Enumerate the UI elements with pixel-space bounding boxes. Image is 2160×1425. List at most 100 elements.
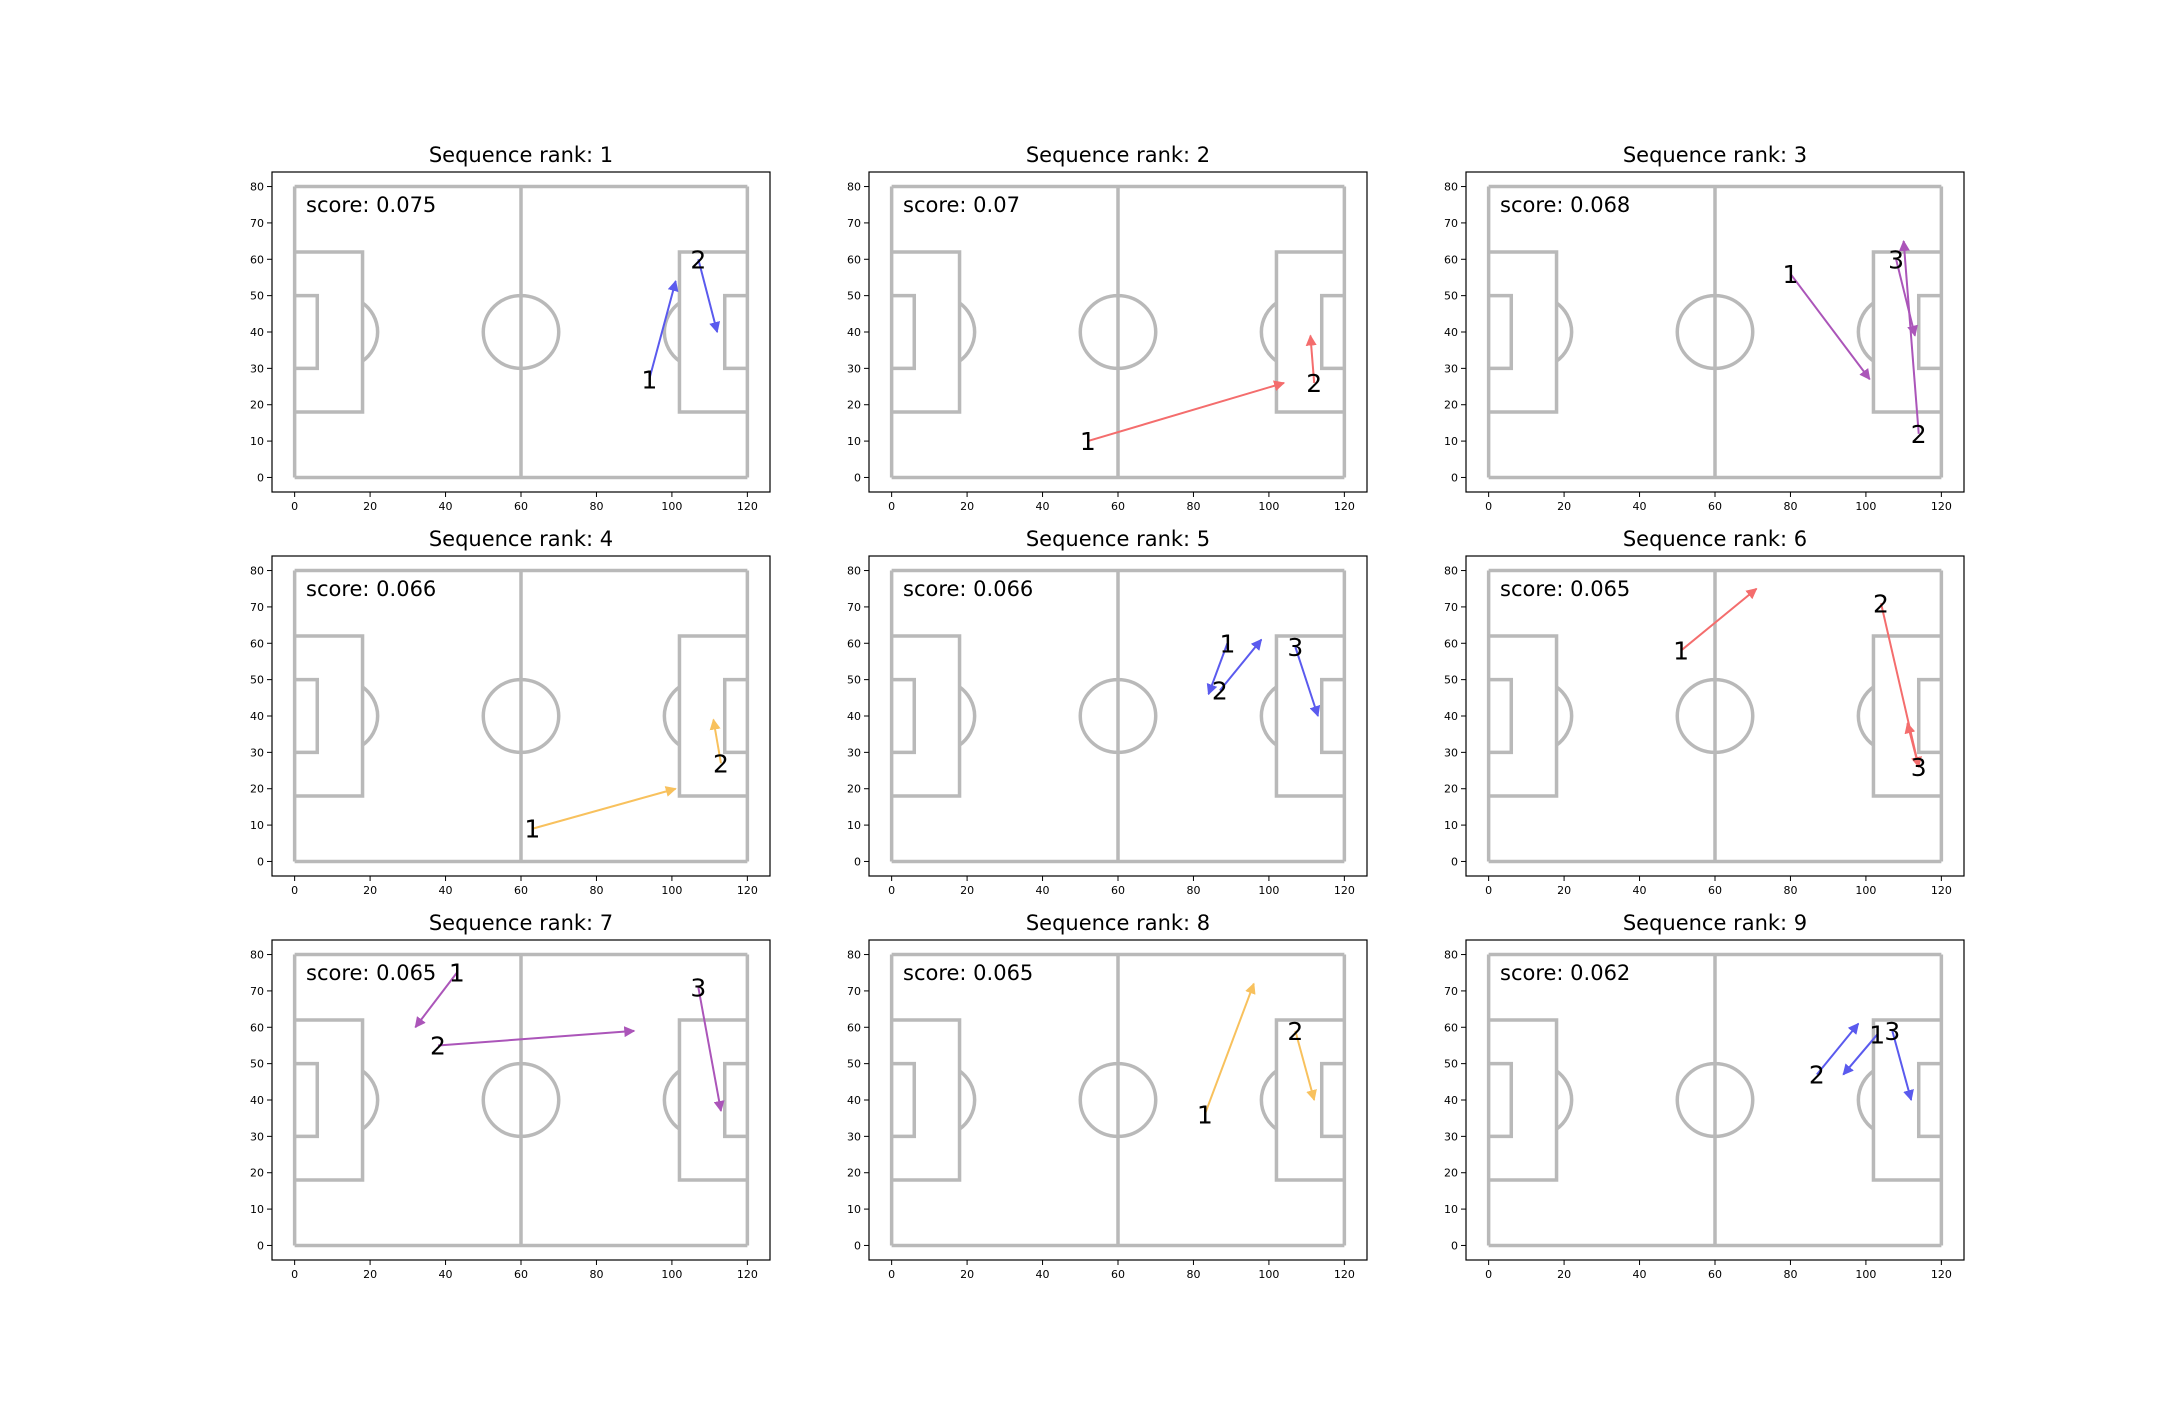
action-label-2: 2 [1873,589,1889,618]
y-tick-label: 60 [250,253,264,266]
y-tick-label: 30 [1444,362,1458,375]
penalty-area-right [1274,1018,1345,1182]
six-yard-box-right [722,677,748,755]
y-tick-label: 40 [847,326,861,339]
penalty-area-left [294,1018,365,1182]
y-tick-label: 30 [847,1130,861,1143]
x-tick-label: 0 [888,500,895,513]
panel-title: Sequence rank: 8 [1026,911,1210,935]
action-arrow-2 [1898,239,1920,434]
action-label-2: 2 [1212,677,1228,706]
y-tick-label: 40 [847,1094,861,1107]
penalty-arc-right [1856,685,1875,747]
y-tick-label: 50 [847,1058,861,1071]
x-tick-label: 0 [1485,884,1492,897]
y-tick-label: 80 [1444,565,1458,578]
y-tick-label: 20 [250,783,264,796]
pitch-markings [292,184,750,480]
penalty-arc-left [1555,301,1574,363]
x-tick-label: 100 [661,500,682,513]
x-tick-label: 40 [439,1268,453,1281]
y-tick-label: 40 [1444,1094,1458,1107]
penalty-area-right [1871,634,1942,798]
x-tick-label: 80 [589,1268,603,1281]
six-yard-box-right [1916,293,1942,371]
penalty-area-left [1488,634,1559,798]
penalty-arc-left [361,685,380,747]
y-tick-label: 0 [854,1239,861,1252]
pitch-markings [292,952,750,1248]
action-label-1: 1 [449,959,465,988]
action-label-3: 3 [1911,753,1927,782]
x-tick-label: 40 [1633,884,1647,897]
action-label-3: 3 [1888,245,1904,274]
action-arrow-1 [414,972,458,1029]
x-tick-label: 60 [1111,500,1125,513]
action-label-2: 2 [430,1031,446,1060]
panel-title: Sequence rank: 7 [429,911,613,935]
action-arrow-2 [1305,334,1317,383]
six-yard-box-left [1488,1061,1514,1139]
x-tick-label: 100 [1258,500,1279,513]
action-arrow-1 [1087,380,1286,443]
y-tick-label: 60 [847,1021,861,1034]
x-tick-label: 40 [1036,500,1050,513]
pitch-markings [889,952,1347,1248]
y-tick-label: 10 [250,435,264,448]
x-tick-label: 40 [1036,1268,1050,1281]
action-label-2: 2 [690,245,706,274]
action-arrow-3 [1895,259,1918,337]
penalty-area-right [1871,250,1942,414]
action-arrow-3 [1904,722,1920,768]
y-tick-label: 80 [847,565,861,578]
y-tick-label: 0 [257,855,264,868]
score-label: score: 0.062 [1500,961,1630,985]
panel-title: Sequence rank: 6 [1623,527,1807,551]
y-tick-label: 20 [250,1167,264,1180]
x-tick-label: 120 [737,1268,758,1281]
y-tick-label: 40 [1444,710,1458,723]
y-tick-label: 30 [250,362,264,375]
x-tick-label: 80 [1186,1268,1200,1281]
y-tick-label: 20 [847,1167,861,1180]
y-tick-label: 60 [1444,637,1458,650]
x-tick-label: 20 [1557,1268,1571,1281]
action-label-1: 1 [524,815,540,844]
centre-circle [1675,677,1755,755]
action-arrow-1 [1206,642,1229,696]
centre-circle [1078,293,1158,371]
y-tick-label: 0 [854,855,861,868]
x-tick-label: 20 [960,884,974,897]
action-arrow-1 [1842,1033,1878,1076]
penalty-arc-right [662,685,681,747]
y-tick-label: 70 [847,217,861,230]
x-tick-label: 100 [1855,1268,1876,1281]
x-tick-label: 120 [737,500,758,513]
x-tick-label: 120 [1931,1268,1952,1281]
x-tick-label: 60 [514,500,528,513]
y-tick-label: 20 [1444,783,1458,796]
x-tick-label: 40 [439,884,453,897]
x-tick-label: 0 [1485,1268,1492,1281]
y-tick-label: 20 [847,783,861,796]
action-arrow-1 [532,786,677,830]
x-tick-label: 40 [1036,884,1050,897]
penalty-area-left [1488,250,1559,414]
penalty-arc-left [958,1069,977,1131]
y-tick-label: 60 [1444,1021,1458,1034]
action-label-1: 1 [1219,629,1235,658]
y-tick-label: 30 [847,362,861,375]
y-tick-label: 20 [250,399,264,412]
y-tick-label: 10 [1444,819,1458,832]
action-label-1: 1 [1673,637,1689,666]
x-tick-label: 120 [1334,884,1355,897]
y-tick-label: 70 [1444,601,1458,614]
six-yard-box-left [1488,293,1514,371]
y-tick-label: 50 [1444,1058,1458,1071]
penalty-area-left [891,250,962,414]
x-tick-label: 40 [1633,1268,1647,1281]
pitch-panel-3: Sequence rank: 3 0 20 40 60 80 100 120 0 10 20 30 40… [1444,143,1965,513]
y-tick-label: 40 [250,710,264,723]
panel-title: Sequence rank: 2 [1026,143,1210,167]
action-arrow-3 [1891,1030,1914,1102]
